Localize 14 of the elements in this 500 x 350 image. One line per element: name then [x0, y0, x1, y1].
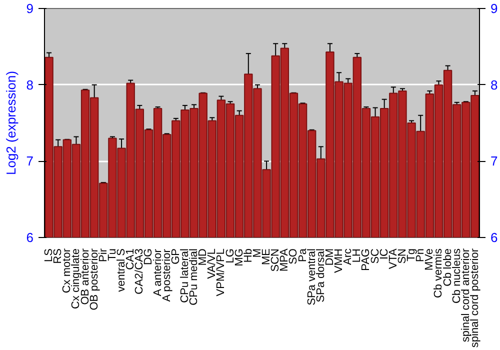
y2-tick-label: 8	[490, 77, 498, 92]
y-tick-label: 7	[26, 154, 34, 169]
y-tick-label: 6	[26, 230, 34, 245]
y2-tick-label: 6	[490, 230, 498, 245]
x-tick-label: RS	[52, 248, 64, 264]
x-tick-label: SN	[396, 248, 408, 264]
y-axis-title: Log2 (expression)	[3, 70, 18, 176]
y-tick-label: 9	[26, 1, 34, 16]
y-tick-label: 8	[26, 77, 34, 92]
y2-tick-label: 9	[490, 1, 498, 16]
x-tick-label: IC	[378, 248, 390, 260]
y2-tick-label: 7	[490, 154, 498, 169]
x-tick-label: Tg	[406, 248, 418, 262]
x-tick-label: DG	[142, 248, 155, 265]
